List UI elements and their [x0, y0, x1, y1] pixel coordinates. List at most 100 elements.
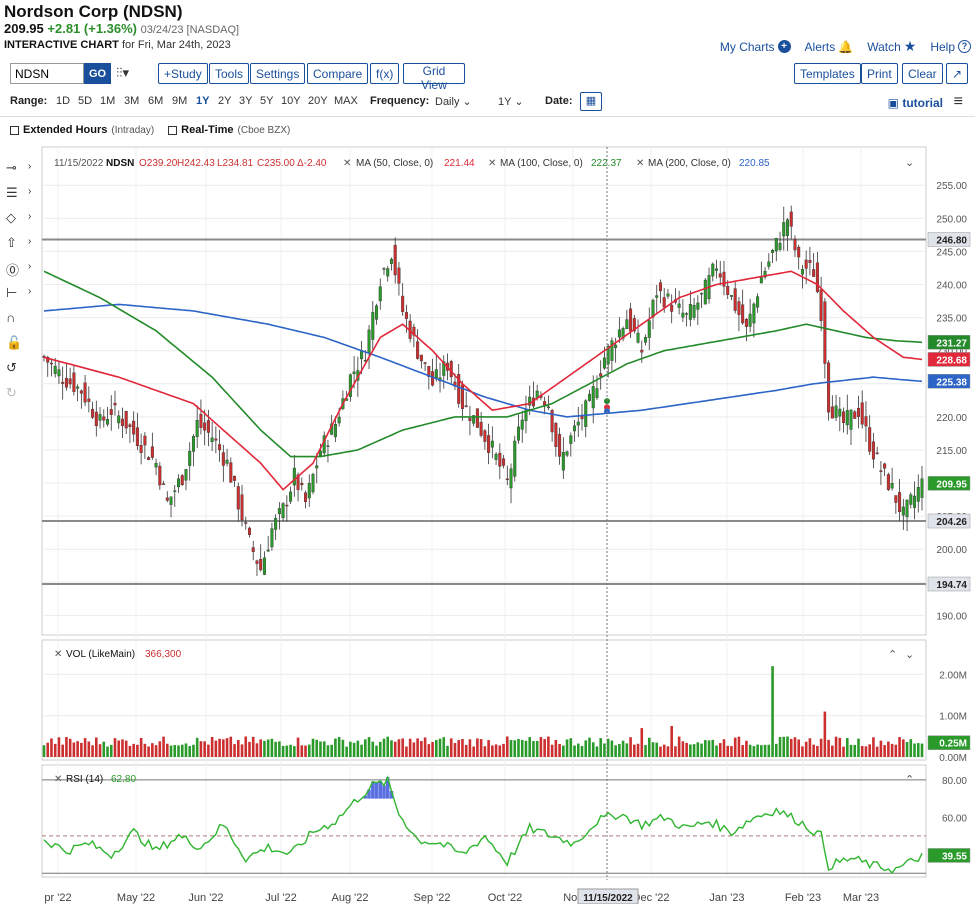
measure-tool-icon[interactable]: ⊢ › [6, 285, 32, 300]
real-time-checkbox[interactable]: Real-Time (Cboe BZX) [168, 124, 290, 136]
symbol-input[interactable] [10, 63, 84, 84]
volume-bar [666, 746, 670, 757]
chevron-up-icon[interactable]: ⌃ [888, 649, 897, 661]
watch-label: Watch [867, 39, 901, 54]
redo-icon[interactable]: ↻ [6, 385, 17, 400]
range-5y[interactable]: 5Y [260, 95, 274, 107]
candle-body [771, 250, 775, 253]
expand-icon[interactable]: ↗ [946, 63, 968, 84]
candle-body [49, 362, 53, 365]
candle-body [382, 268, 386, 270]
legend-rsi-close-icon[interactable]: ✕ [54, 774, 62, 785]
volume-bar [483, 746, 487, 757]
volume-bar [902, 739, 905, 757]
watch-link[interactable]: Watch ★ [867, 38, 916, 55]
frequency-label: Frequency: [370, 95, 430, 107]
volume-bar [868, 744, 871, 757]
range-5d[interactable]: 5D [78, 95, 93, 107]
range-3y[interactable]: 3Y [239, 95, 253, 107]
volume-bar [427, 744, 431, 757]
volume-bar [562, 745, 565, 757]
range-1y[interactable]: 1Y [196, 95, 210, 107]
candlestick-icon[interactable]: ⫶⫶▾ [116, 65, 130, 80]
period-select[interactable]: 1Y ⌄ [498, 95, 524, 108]
volume-bar [356, 740, 360, 757]
calendar-icon[interactable]: ▦ [580, 92, 602, 111]
range-10y[interactable]: 10Y [281, 95, 301, 107]
volume-bar [733, 737, 737, 757]
tools-button[interactable]: Tools [209, 63, 250, 84]
volume-bar [225, 738, 229, 757]
volume-panel [41, 639, 927, 761]
clear-button[interactable]: Clear [902, 63, 943, 84]
my-charts-link[interactable]: My Charts + [720, 38, 791, 55]
legend-ma50-close-icon[interactable]: ✕ [343, 158, 351, 169]
help-link[interactable]: Help? [930, 38, 971, 55]
volume-bar [42, 745, 46, 757]
grid-view-button[interactable]: Grid View [403, 63, 465, 92]
print-button[interactable]: Print [861, 63, 898, 84]
templates-button[interactable]: Templates [794, 63, 861, 84]
line-tool-icon[interactable]: ⊸ › [6, 160, 32, 175]
volume-bar [782, 736, 786, 757]
range-max[interactable]: MAX [334, 95, 358, 107]
candle-body [214, 438, 218, 441]
candle-body [800, 269, 804, 275]
volume-bar [793, 737, 797, 757]
volume-bar [554, 739, 558, 757]
legend-vol-close-icon[interactable]: ✕ [54, 649, 62, 660]
range-2y[interactable]: 2Y [218, 95, 232, 107]
study-button[interactable]: +Study [158, 63, 208, 84]
candle-body [416, 341, 420, 359]
volume-bar [916, 743, 920, 757]
frequency-select[interactable]: Daily ⌄ [435, 95, 472, 108]
go-button[interactable]: GO [84, 63, 111, 84]
candle-body [289, 491, 293, 502]
alerts-link[interactable]: Alerts 🔔 [805, 38, 854, 55]
candle-body [442, 361, 446, 376]
text-tool-icon[interactable]: ⓪ › [6, 261, 32, 278]
range-20y[interactable]: 20Y [308, 95, 328, 107]
candle-body [812, 269, 816, 277]
settings-button[interactable]: Settings [250, 63, 306, 84]
undo-icon[interactable]: ↺ [6, 360, 17, 375]
magnet-icon[interactable]: ∩ [6, 310, 16, 325]
range-3m[interactable]: 3M [124, 95, 140, 107]
candle-body [550, 410, 554, 433]
range-9m[interactable]: 9M [172, 95, 188, 107]
lock-icon[interactable]: 🔓 [6, 335, 23, 350]
candle-body [94, 411, 98, 427]
legend-close: C235.00 [257, 158, 295, 169]
volume-bar [274, 741, 277, 757]
chevron-down-icon[interactable]: ⌄ [905, 157, 914, 169]
chevron-down-icon[interactable]: ⌄ [905, 649, 914, 661]
volume-bar [192, 744, 195, 757]
legend-ma100-close-icon[interactable]: ✕ [488, 158, 496, 169]
chevron-up-icon[interactable]: ⌃ [905, 774, 914, 786]
candle-body [147, 457, 151, 461]
range-1m[interactable]: 1M [100, 95, 116, 107]
hamburger-menu-icon[interactable]: ≡ [953, 93, 963, 110]
extended-hours-checkbox[interactable]: Extended Hours (Intraday) [10, 124, 154, 136]
compare-button[interactable]: Compare [307, 63, 369, 84]
price-tick-label: 220.00 [936, 413, 967, 424]
help-label: Help [930, 39, 955, 54]
legend-ma200-close-icon[interactable]: ✕ [636, 158, 644, 169]
tutorial-link[interactable]: ▣ tutorial [888, 96, 943, 110]
fib-tool-icon[interactable]: ☰ › [6, 185, 32, 200]
candle-body [785, 219, 789, 236]
arrow-tool-icon[interactable]: ⇧ › [6, 235, 32, 250]
fx-button[interactable]: f(x) [370, 63, 400, 84]
volume-bar [760, 745, 763, 757]
shape-tool-icon[interactable]: ◇ › [6, 210, 32, 225]
range-6m[interactable]: 6M [148, 95, 164, 107]
range-1d[interactable]: 1D [56, 95, 71, 107]
candle-body [789, 211, 793, 227]
volume-bar [786, 736, 789, 757]
candle-body [292, 467, 296, 486]
price-tick-label: 250.00 [936, 214, 967, 225]
volume-bar [270, 738, 274, 757]
candle-body [304, 492, 308, 502]
candle-body [195, 420, 199, 437]
